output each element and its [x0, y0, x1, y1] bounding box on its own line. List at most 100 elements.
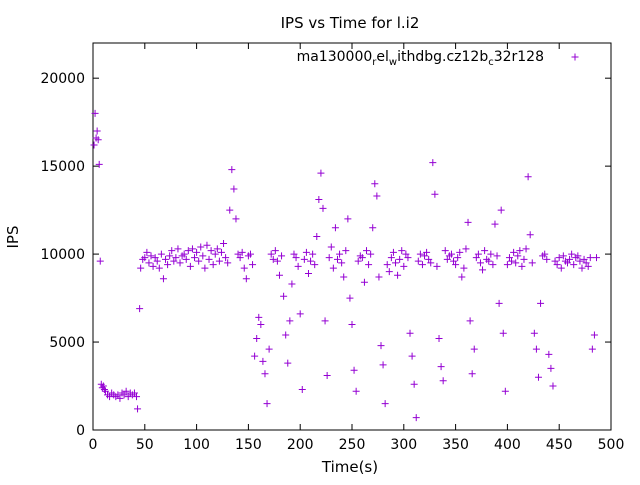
y-tick-label: 0 — [76, 423, 85, 439]
data-point — [520, 255, 528, 263]
data-point — [207, 247, 215, 255]
data-point — [373, 192, 381, 200]
data-point — [96, 257, 104, 265]
data-point — [485, 257, 493, 265]
data-point — [348, 320, 356, 328]
data-point — [381, 400, 389, 408]
data-point — [99, 382, 107, 390]
plot-frame — [92, 42, 612, 431]
data-point — [95, 160, 103, 168]
data-point — [294, 262, 302, 270]
y-tick-label: 15000 — [40, 159, 85, 175]
data-point — [464, 218, 472, 226]
data-point — [555, 254, 563, 262]
data-point — [321, 317, 329, 325]
data-point — [311, 261, 319, 269]
data-point — [588, 345, 596, 353]
data-point — [516, 247, 524, 255]
data-point — [213, 245, 221, 253]
data-point — [134, 405, 142, 413]
data-point — [172, 254, 180, 262]
data-point — [346, 294, 354, 302]
data-point — [398, 247, 406, 255]
data-point — [319, 204, 327, 212]
data-point — [159, 275, 167, 283]
data-point — [487, 250, 495, 258]
data-point — [157, 250, 165, 258]
data-point — [174, 245, 182, 253]
data-point — [331, 224, 339, 232]
data-point — [155, 264, 163, 272]
data-point — [273, 257, 281, 265]
data-point — [530, 329, 538, 337]
x-axis-label: Time(s) — [321, 458, 378, 476]
data-point — [532, 345, 540, 353]
legend-label-part: 32r128 — [494, 49, 544, 65]
data-point — [566, 255, 574, 263]
data-point — [232, 215, 240, 223]
y-axis-label: IPS — [4, 226, 22, 249]
data-point — [236, 254, 244, 262]
x-tick-label: 500 — [598, 437, 625, 453]
data-point — [493, 252, 501, 260]
data-point — [524, 173, 532, 181]
data-point — [197, 243, 205, 251]
data-point — [338, 259, 346, 267]
data-point — [222, 254, 230, 262]
data-point — [505, 254, 513, 262]
data-point — [323, 371, 331, 379]
data-point — [149, 262, 157, 270]
data-point — [240, 264, 248, 272]
x-tick-label: 350 — [442, 437, 469, 453]
data-point — [296, 310, 304, 318]
data-point — [559, 252, 567, 260]
data-point — [479, 266, 487, 274]
data-point — [100, 386, 108, 394]
data-point — [508, 257, 516, 265]
data-point — [551, 257, 559, 265]
data-point — [292, 254, 300, 262]
data-point — [333, 255, 341, 263]
data-point — [389, 248, 397, 256]
data-point — [437, 363, 445, 371]
data-point — [592, 254, 600, 262]
data-point — [392, 259, 400, 267]
x-axis: 0 50 100 150 200 250 300 350 400 450 500 — [89, 43, 625, 453]
data-point — [269, 255, 277, 263]
data-point — [304, 269, 312, 277]
data-point — [522, 245, 530, 253]
data-point — [170, 257, 178, 265]
data-point — [557, 264, 565, 272]
data-point — [352, 387, 360, 395]
data-point — [290, 250, 298, 258]
data-point — [151, 254, 159, 262]
data-point — [327, 243, 335, 251]
x-tick-label: 200 — [287, 437, 314, 453]
data-point — [456, 248, 464, 256]
data-point — [94, 136, 102, 144]
data-point — [574, 252, 582, 260]
data-point — [489, 261, 497, 269]
data-point — [371, 180, 379, 188]
data-point — [416, 250, 424, 258]
series-points — [90, 109, 600, 422]
data-point — [257, 320, 265, 328]
legend-label-subscript: r — [372, 57, 377, 68]
data-point — [124, 393, 132, 401]
data-point — [130, 389, 138, 397]
data-point — [226, 206, 234, 214]
data-point — [122, 387, 130, 395]
data-point — [193, 248, 201, 256]
data-point — [408, 352, 416, 360]
y-tick-label: 5000 — [49, 335, 85, 351]
data-point — [164, 261, 172, 269]
data-point — [263, 400, 271, 408]
data-point — [578, 264, 586, 272]
legend-marker-plus — [571, 53, 579, 61]
data-point — [501, 387, 509, 395]
data-point — [586, 254, 594, 262]
data-point — [217, 248, 225, 256]
data-point — [491, 220, 499, 228]
data-point — [209, 261, 217, 269]
data-point — [576, 257, 584, 265]
